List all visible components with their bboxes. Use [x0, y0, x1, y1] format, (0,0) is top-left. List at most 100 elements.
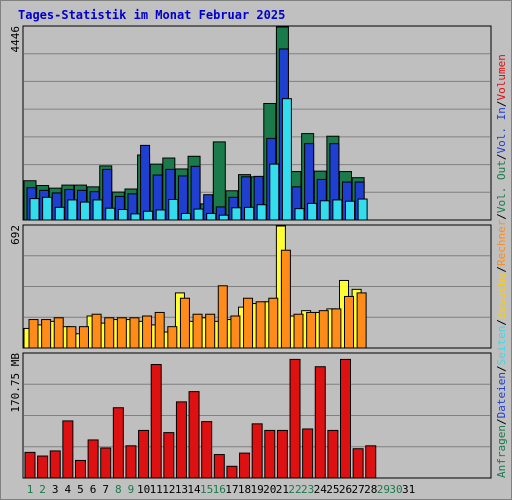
bar-seiten-10 [143, 210, 154, 221]
bar-rechner-16 [217, 285, 228, 349]
x-tick-label: 13 [175, 483, 188, 496]
x-tick-label: 31 [402, 483, 415, 496]
bar-seiten-4 [67, 199, 78, 221]
x-tick-label: 6 [90, 483, 97, 496]
bar-volumen-27 [352, 448, 364, 479]
bar-seiten-7 [105, 207, 116, 221]
bar-rechner-24 [318, 310, 329, 349]
x-tick-label: 22 [288, 483, 301, 496]
bar-volumen-28 [365, 445, 377, 479]
bar-volumen-25 [327, 429, 339, 479]
bar-seiten-6 [92, 199, 103, 221]
legend: Anfragen/Dateien/Seiten/Besuche/Rechner/… [495, 54, 508, 478]
bar-rechner-12 [167, 326, 178, 349]
x-tick-label: 3 [52, 483, 59, 496]
bar-seiten-14 [193, 208, 204, 221]
x-tick-label: 26 [339, 483, 352, 496]
bar-volumen-15 [201, 421, 213, 479]
bar-rechner-17 [230, 315, 241, 349]
bar-seiten-23 [307, 202, 318, 221]
x-tick-label: 15 [200, 483, 213, 496]
bar-rechner-25 [331, 308, 342, 349]
bar-volumen-10 [138, 429, 150, 479]
legend-entry: / [495, 266, 508, 273]
bar-seiten-8 [117, 209, 128, 221]
x-tick-label: 10 [137, 483, 150, 496]
y-max-label-bottom: 170.75 MB [9, 353, 22, 413]
bar-rechner-8 [116, 317, 127, 349]
x-tick-label: 5 [77, 483, 84, 496]
legend-entry: Besuche [495, 273, 508, 319]
bar-volumen-14 [188, 391, 200, 479]
x-tick-label: 4 [65, 483, 72, 496]
bar-seiten-3 [54, 206, 65, 221]
bar-seiten-17 [231, 207, 242, 221]
legend-entry: Rechner [495, 219, 508, 266]
bar-volumen-21 [276, 429, 288, 479]
bar-seiten-11 [155, 209, 166, 221]
bar-volumen-9 [125, 445, 137, 479]
legend-entry: Anfragen [495, 425, 508, 478]
bar-volumen-17 [226, 465, 238, 479]
x-tick-label: 11 [150, 483, 163, 496]
x-tick-label: 29 [377, 483, 390, 496]
x-tick-label: 14 [187, 483, 201, 496]
x-tick-label: 8 [115, 483, 122, 496]
bar-rechner-5 [78, 326, 89, 349]
legend-entry: Volumen [495, 54, 508, 100]
bar-seiten-27 [357, 198, 368, 221]
bar-rechner-15 [205, 313, 216, 349]
bar-seiten-20 [269, 163, 280, 221]
bar-volumen-20 [264, 429, 276, 479]
x-tick-label: 7 [102, 483, 109, 496]
bar-volumen-22 [289, 358, 301, 479]
bar-volumen-12 [163, 432, 175, 479]
bar-volumen-11 [150, 364, 162, 479]
x-tick-label: 27 [351, 483, 364, 496]
x-tick-label: 19 [251, 483, 264, 496]
chart-title: Tages-Statistik im Monat Februar 2025 [18, 8, 286, 22]
legend-entry: Vol. Out [495, 160, 508, 213]
bar-rechner-9 [129, 317, 140, 349]
x-tick-label: 25 [326, 483, 339, 496]
x-tick-label: 20 [263, 483, 276, 496]
x-tick-label: 30 [389, 483, 402, 496]
bar-seiten-25 [332, 199, 343, 221]
bar-rechner-18 [243, 297, 254, 349]
bar-rechner-19 [255, 301, 266, 349]
x-tick-label: 23 [301, 483, 314, 496]
bar-rechner-21 [280, 249, 291, 349]
bar-volumen-16 [213, 454, 225, 479]
bar-volumen-4 [62, 420, 74, 479]
bar-seiten-12 [168, 198, 179, 221]
x-tick-label: 2 [39, 483, 46, 496]
bar-volumen-23 [302, 428, 314, 479]
bar-rechner-23 [306, 311, 317, 349]
x-tick-label: 9 [128, 483, 135, 496]
bar-volumen-24 [314, 366, 326, 479]
bar-seiten-1 [29, 198, 40, 221]
bar-rechner-13 [179, 297, 190, 349]
bar-seiten-2 [42, 196, 53, 221]
legend-entry: Vol. In [495, 107, 508, 153]
bar-seiten-16 [218, 214, 229, 221]
y-max-label-top: 4446 [9, 26, 22, 53]
legend-entry: / [495, 319, 508, 326]
bar-volumen-19 [251, 423, 263, 479]
bar-rechner-6 [91, 313, 102, 349]
bar-volumen-5 [74, 459, 86, 479]
bar-volumen-1 [24, 451, 36, 479]
bar-rechner-11 [154, 311, 165, 349]
bar-seiten-21 [281, 98, 292, 221]
bar-rechner-20 [268, 297, 279, 349]
bar-rechner-26 [344, 295, 354, 349]
x-tick-label: 21 [276, 483, 289, 496]
legend-entry: / [495, 153, 508, 160]
bar-seiten-9 [130, 213, 141, 221]
bar-volumen-26 [340, 358, 351, 479]
legend-entry: Seiten [495, 326, 508, 366]
bar-rechner-1 [28, 319, 39, 349]
bar-rechner-4 [66, 326, 77, 349]
bar-rechner-3 [53, 317, 64, 349]
legend-entry: Dateien [495, 372, 508, 418]
